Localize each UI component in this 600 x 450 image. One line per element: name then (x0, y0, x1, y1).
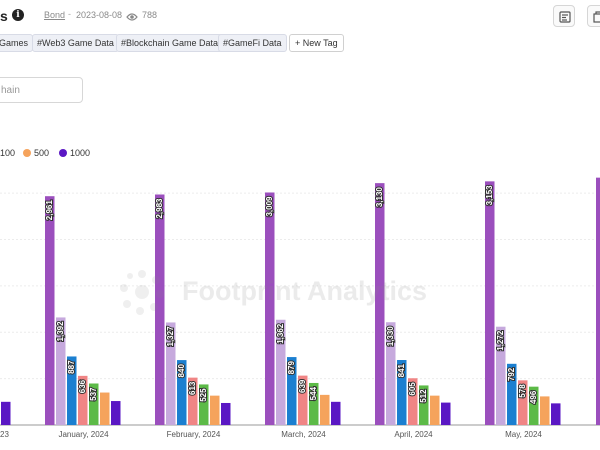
data-label: 636 (78, 379, 87, 393)
bar[interactable] (155, 194, 165, 425)
data-label: 544 (309, 386, 318, 400)
bar[interactable] (287, 357, 297, 425)
legend-dot-500 (23, 149, 31, 157)
bar[interactable] (397, 360, 407, 425)
bar[interactable] (78, 375, 88, 425)
legend-item-100[interactable]: 100 (0, 148, 15, 158)
bar[interactable] (56, 317, 66, 425)
data-label: 3,153 (485, 185, 494, 206)
x-tick-label: March, 2024 (281, 430, 326, 439)
data-label: 1,392 (56, 321, 65, 342)
duplicate-button[interactable] (587, 5, 600, 27)
bar[interactable] (496, 326, 506, 425)
bar[interactable] (67, 356, 77, 425)
bar[interactable] (100, 392, 110, 425)
chain-filter-input[interactable]: hain (0, 77, 83, 103)
bar[interactable] (111, 401, 121, 425)
bar[interactable] (298, 375, 308, 425)
data-label: 792 (507, 367, 516, 381)
bar[interactable] (265, 192, 275, 425)
bar[interactable] (386, 322, 396, 425)
data-label: 1,330 (386, 326, 395, 347)
bar[interactable] (408, 378, 418, 425)
data-label: 3,130 (375, 187, 384, 208)
bar[interactable] (177, 360, 187, 425)
x-tick-label: April, 2024 (394, 430, 433, 439)
tag-web3-game-data[interactable]: #Web3 Game Data (32, 34, 119, 52)
tag-list: Games #Web3 Game Data #Blockchain Game D… (0, 34, 600, 52)
data-label: 525 (199, 388, 208, 402)
tag-gamefi-data[interactable]: #GameFi Data (218, 34, 287, 52)
data-label: 496 (529, 390, 538, 404)
watermark: Footprint Analytics (112, 264, 472, 329)
bar[interactable] (45, 196, 55, 425)
legend-item-500[interactable]: 500 (23, 148, 49, 158)
bar[interactable] (89, 383, 99, 425)
data-label: 605 (408, 382, 417, 396)
bar[interactable] (320, 394, 330, 425)
new-tag-button[interactable]: + New Tag (289, 34, 344, 52)
dashboard-header: s i Bond - 2023-08-08 788 (0, 0, 600, 30)
bar[interactable] (419, 385, 429, 425)
x-tick-label: February, 2024 (167, 430, 221, 439)
data-label: 613 (188, 381, 197, 395)
bar[interactable] (529, 386, 539, 425)
bar[interactable] (199, 384, 209, 425)
report-button[interactable] (553, 5, 575, 27)
x-tick-label: January, 2024 (58, 430, 109, 439)
tag-games[interactable]: Games (0, 34, 34, 52)
bar[interactable] (331, 401, 341, 425)
data-label: 537 (89, 387, 98, 401)
legend-dot-1000 (59, 149, 67, 157)
bar[interactable] (551, 403, 561, 425)
bar[interactable] (1, 401, 11, 425)
bar[interactable] (309, 382, 319, 425)
legend-label-1000: 1000 (70, 148, 91, 158)
data-label: 3,009 (265, 196, 274, 217)
tag-blockchain-game-data[interactable]: #Blockchain Game Data (116, 34, 224, 52)
data-label: 879 (287, 361, 296, 375)
bar[interactable] (507, 363, 517, 425)
data-label: 2,961 (45, 200, 54, 221)
data-label: 639 (298, 379, 307, 393)
legend-item-1000[interactable]: 1000 (59, 148, 90, 158)
created-date: 2023-08-08 (76, 10, 123, 20)
bar[interactable] (276, 319, 286, 425)
data-label: 512 (419, 389, 428, 403)
bar[interactable] (430, 395, 440, 425)
author-link[interactable]: Bond (44, 10, 66, 20)
data-label: 840 (177, 364, 186, 378)
bar[interactable] (210, 395, 220, 425)
data-label: 578 (518, 384, 527, 398)
chain-filter-value: hain (1, 85, 20, 96)
eye-icon (126, 9, 138, 27)
data-label: 1,327 (166, 326, 175, 347)
x-tick-label: 23 (0, 430, 9, 439)
data-label: 887 (67, 360, 76, 374)
x-tick-label: May, 2024 (505, 430, 542, 439)
legend-label-100: 100 (0, 148, 16, 158)
bar[interactable] (540, 396, 550, 425)
bar[interactable] (375, 183, 385, 425)
bar[interactable] (188, 377, 198, 425)
dashboard-title: s (0, 8, 8, 24)
watermark-text: Footprint Analytics (182, 276, 428, 306)
bar[interactable] (485, 181, 495, 425)
bar[interactable] (166, 322, 176, 425)
bar[interactable] (518, 380, 528, 425)
bar[interactable] (221, 402, 231, 425)
legend-label-500: 500 (34, 148, 50, 158)
data-label: 2,983 (155, 198, 164, 219)
bar[interactable] (596, 177, 600, 425)
view-count: 788 (142, 10, 158, 20)
bar[interactable] (441, 402, 451, 425)
header-separator: - (68, 9, 71, 19)
data-label: 1,272 (496, 330, 505, 351)
info-icon[interactable]: i (12, 9, 24, 21)
data-label: 841 (397, 363, 406, 377)
data-label: 1,362 (276, 323, 285, 344)
footprint-logo-icon (120, 270, 164, 315)
